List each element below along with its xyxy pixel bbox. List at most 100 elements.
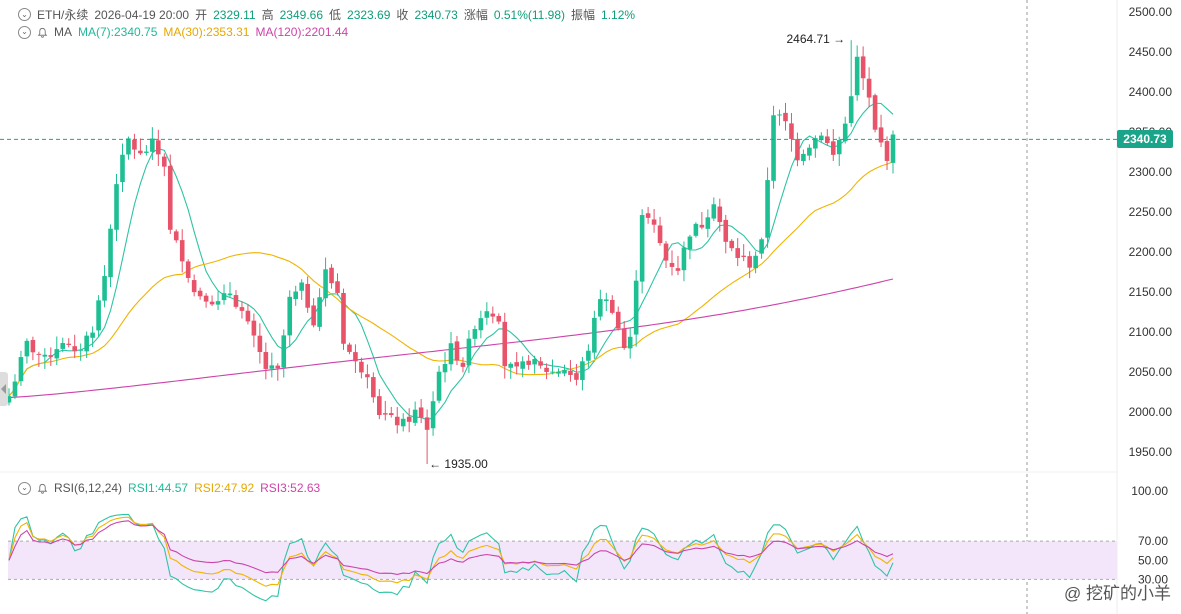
- candle-body: [36, 353, 42, 355]
- candle-body: [239, 307, 245, 311]
- candle-body: [12, 381, 18, 397]
- candle-body: [723, 219, 729, 242]
- candle-body: [400, 418, 406, 427]
- candle-body: [197, 290, 203, 297]
- open-label: 开: [195, 8, 208, 22]
- candle-body: [299, 282, 304, 291]
- candle-body: [663, 243, 669, 261]
- candle-body: [866, 78, 872, 98]
- bell-icon[interactable]: [37, 27, 48, 38]
- candle-body: [436, 371, 442, 401]
- candle-body: [209, 301, 215, 305]
- change-value: 0.51%(11.98): [493, 7, 565, 22]
- collapse-icon[interactable]: ⌄: [18, 25, 31, 39]
- candle-body: [538, 361, 543, 366]
- candle-body: [84, 335, 89, 352]
- candle-body: [741, 255, 746, 257]
- low-annotation: ← 1935.00: [429, 457, 488, 471]
- ma7-value: MA(7):2340.75: [78, 25, 158, 39]
- ma120-value: MA(120):2201.44: [255, 25, 349, 39]
- candle-body: [448, 343, 454, 365]
- candle-body: [382, 413, 388, 415]
- collapse-icon[interactable]: ⌄: [18, 8, 31, 21]
- candle-body: [257, 335, 263, 353]
- watermark: @ 挖矿的小羊: [1064, 579, 1171, 604]
- candle-body: [759, 239, 764, 254]
- candle-body: [60, 342, 66, 349]
- candle-body: [592, 317, 597, 353]
- rsi-name: RSI(6,12,24): [54, 481, 123, 495]
- candle-body: [532, 358, 537, 365]
- rsi-line-24: [8, 520, 894, 575]
- candle-body: [651, 219, 657, 225]
- candle-body: [430, 401, 436, 429]
- price-tick-label: 2050.00: [1129, 365, 1173, 379]
- price-tick-label: 2150.00: [1129, 285, 1173, 299]
- rsi-line-6: [8, 513, 894, 602]
- candle-body: [609, 299, 615, 313]
- candle-body: [484, 311, 490, 318]
- candle-body: [347, 344, 352, 352]
- candle-body: [514, 362, 520, 367]
- candle-body: [48, 355, 54, 357]
- watermark-text: @ 挖矿的小羊: [1064, 584, 1171, 603]
- candle-body: [801, 153, 806, 161]
- datetime-label: 2026-04-19 20:00: [94, 7, 190, 22]
- candle-body: [323, 269, 328, 299]
- ma-name: MA: [54, 25, 72, 39]
- candle-body: [173, 231, 179, 241]
- candle-body: [460, 362, 466, 367]
- candle-body: [771, 115, 776, 181]
- candle-body: [203, 295, 209, 302]
- candle-body: [621, 328, 627, 349]
- candle-body: [639, 215, 645, 282]
- candle-body: [138, 150, 143, 154]
- collapse-icon[interactable]: ⌄: [18, 481, 31, 495]
- low-label: 低: [329, 8, 342, 22]
- candle-body: [418, 407, 424, 418]
- candle-body: [717, 206, 723, 223]
- candle-body: [615, 311, 621, 329]
- candle-body: [765, 180, 770, 238]
- rsi-tick-label: 70.00: [1138, 534, 1168, 548]
- candle-body: [215, 301, 221, 305]
- candle-body: [586, 350, 591, 361]
- change-label: 涨幅: [463, 8, 488, 22]
- candle-body: [161, 156, 167, 167]
- candle-body: [890, 134, 896, 163]
- candle-body: [878, 127, 884, 143]
- candle-body: [132, 139, 137, 150]
- amplitude-label: 振幅: [571, 8, 596, 22]
- collapse-panel-handle[interactable]: [0, 372, 8, 406]
- high-label: 高: [261, 8, 274, 22]
- bell-icon[interactable]: [37, 483, 48, 494]
- rsi-tick-label: 100.00: [1131, 484, 1168, 498]
- candle-body: [842, 123, 848, 142]
- candle-body: [287, 296, 293, 336]
- candles-group: [6, 40, 896, 464]
- candle-body: [359, 361, 364, 373]
- candle-body: [245, 310, 251, 322]
- price-tick-label: 2100.00: [1129, 325, 1173, 339]
- candle-body: [126, 138, 131, 155]
- rsi2-value: RSI2:47.92: [194, 481, 255, 495]
- candle-body: [179, 240, 185, 262]
- candle-body: [729, 240, 735, 249]
- candle-body: [735, 248, 741, 258]
- price-tick-label: 2500.00: [1129, 5, 1173, 19]
- candle-body: [281, 335, 287, 368]
- symbol-label: ETH/永续: [37, 8, 89, 22]
- candle-body: [603, 299, 609, 301]
- candle-body: [377, 396, 382, 416]
- candle-body: [580, 361, 585, 380]
- candle-body: [544, 367, 549, 372]
- candle-body: [227, 293, 233, 296]
- candle-body: [645, 213, 651, 218]
- candle-body: [305, 283, 310, 308]
- candle-body: [442, 364, 448, 373]
- candle-body: [185, 261, 191, 278]
- candle-body: [496, 315, 502, 322]
- candle-body: [424, 417, 430, 430]
- candle-body: [18, 357, 24, 382]
